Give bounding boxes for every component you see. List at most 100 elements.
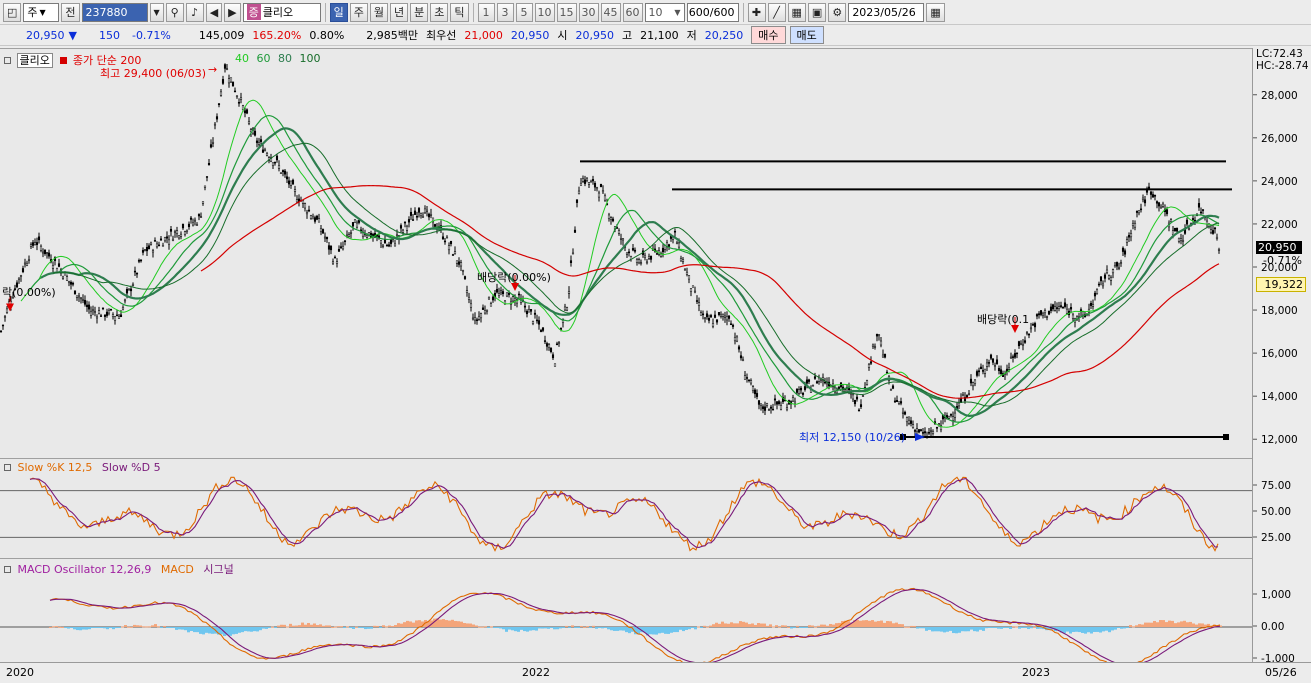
candle-body <box>715 319 719 323</box>
stochastic-pane[interactable]: Slow %K 12,5 Slow %D 5 <box>0 458 1252 558</box>
macd-osc-bar <box>811 625 814 627</box>
candle-body <box>1093 292 1097 297</box>
stoch-legend: Slow %K 12,5 Slow %D 5 <box>4 461 161 474</box>
calendar-icon[interactable]: ▦ <box>926 2 945 22</box>
candle-body <box>203 185 207 188</box>
stoch-k-line <box>29 476 1219 552</box>
candle-body <box>737 346 741 350</box>
search-icon[interactable]: ⚲ <box>165 2 184 22</box>
macd-osc-bar <box>670 627 673 633</box>
macd-osc-bar <box>955 627 958 634</box>
candle-body <box>309 215 313 220</box>
draw-tool-icon[interactable]: ╱ <box>767 2 786 22</box>
macd-osc-bar <box>1168 620 1171 627</box>
interval-input[interactable]: 10 ▼ <box>644 2 685 22</box>
macd-osc-bar <box>889 621 892 627</box>
candle-body <box>897 401 901 404</box>
interval-60[interactable]: 60 <box>622 2 643 22</box>
macd-osc-bar <box>712 624 715 627</box>
macd-osc-bar <box>1198 623 1201 627</box>
candle-body <box>495 289 499 293</box>
candle-body <box>181 223 185 229</box>
chart-type-icon[interactable]: ▦ <box>787 2 806 22</box>
stochastic-svg <box>0 476 1252 552</box>
best-bid-label: 최우선 <box>426 29 457 42</box>
type-select[interactable]: 주 ▼ <box>23 2 60 22</box>
interval-1[interactable]: 1 <box>477 2 495 22</box>
macd-osc-bar <box>886 621 889 627</box>
stock-code-input[interactable]: 237880 <box>81 2 148 22</box>
candle-body <box>1171 230 1175 236</box>
candle-body <box>713 314 717 318</box>
price-axis[interactable]: 28,000 26,000 24,000 22,000 20,000 18,000 16,0… <box>1252 48 1311 665</box>
candle-body <box>189 217 193 220</box>
low-price: 20,250 <box>704 28 744 42</box>
stock-name-field[interactable]: 증 클리오 <box>242 2 321 22</box>
pane-menu-icon[interactable] <box>4 57 11 64</box>
interval-30[interactable]: 30 <box>578 2 599 22</box>
candle-body <box>259 139 263 142</box>
code-dropdown-icon[interactable]: ▼ <box>149 2 164 22</box>
macd-osc-bar <box>112 627 115 630</box>
interval-15[interactable]: 15 <box>556 2 577 22</box>
candle-body <box>767 409 771 411</box>
candle-body <box>1015 352 1019 355</box>
candle-body <box>447 245 451 251</box>
period-tab-minute[interactable]: 분 <box>410 2 429 22</box>
period-tab-tick[interactable]: 틱 <box>450 2 469 22</box>
candle-body <box>1177 237 1181 242</box>
candle-body <box>321 229 325 234</box>
macd-pane[interactable]: MACD Oscillator 12,26,9 MACD 시그널 <box>0 558 1252 667</box>
macd-osc-bar <box>334 626 337 628</box>
pane-menu-icon[interactable] <box>4 566 11 573</box>
sell-button[interactable]: 매도 <box>789 26 824 44</box>
sound-icon[interactable]: ♪ <box>185 2 204 22</box>
period-tab-year[interactable]: 년 <box>390 2 409 22</box>
interval-3[interactable]: 3 <box>496 2 514 22</box>
candle-body <box>819 379 823 381</box>
macd-osc-bar <box>319 624 322 627</box>
macd-osc-bar <box>346 626 349 628</box>
candle-body <box>1111 269 1115 274</box>
next-stock-icon[interactable]: ▶ <box>224 2 241 22</box>
candle-body <box>11 296 15 299</box>
candle-body <box>489 303 493 307</box>
prev-button[interactable]: 전 <box>61 2 80 22</box>
period-tab-month[interactable]: 월 <box>369 2 388 22</box>
stoch-d-label: Slow %D 5 <box>101 461 161 474</box>
interval-45[interactable]: 45 <box>600 2 621 22</box>
pane-menu-icon[interactable] <box>4 464 11 471</box>
count-display[interactable]: 600/600 <box>686 2 739 22</box>
macd-osc-label: MACD Oscillator 12,26,9 <box>17 563 152 576</box>
price-chart-pane[interactable]: 클리오 종가 단순 200 40 60 80 100 최고 29,400 (06… <box>0 48 1252 458</box>
period-tab-second[interactable]: 초 <box>430 2 449 22</box>
prev-stock-icon[interactable]: ◀ <box>205 2 223 22</box>
candle-body <box>449 240 453 245</box>
candle-body <box>501 291 505 294</box>
macd-osc-bar <box>748 624 751 627</box>
candle-body <box>923 431 927 434</box>
gear-icon[interactable]: ⚙ <box>828 2 847 22</box>
date-input[interactable]: 2023/05/26 <box>848 2 925 22</box>
buy-button[interactable]: 매수 <box>751 26 786 44</box>
macd-osc-bar <box>997 627 1000 629</box>
candle-body <box>1123 250 1127 255</box>
candle-body <box>1115 262 1119 267</box>
macd-osc-bar <box>1111 627 1114 631</box>
interval-5[interactable]: 5 <box>515 2 533 22</box>
interval-10[interactable]: 10 <box>534 2 555 22</box>
candle-body <box>915 428 919 432</box>
macd-osc-bar <box>355 626 358 628</box>
axis-tick-label: 16,000 <box>1261 348 1298 360</box>
layout-icon[interactable]: ◰ <box>3 2 22 22</box>
crosshair-icon[interactable]: ✚ <box>747 2 766 22</box>
candle-body <box>631 248 635 251</box>
macd-osc-bar <box>919 627 922 629</box>
macd-osc-bar <box>904 626 907 628</box>
candle-body <box>1055 307 1059 309</box>
period-tab-week[interactable]: 주 <box>349 2 368 22</box>
macd-osc-bar <box>967 627 970 632</box>
candle-body <box>47 252 51 257</box>
save-icon[interactable]: ▣ <box>807 2 827 22</box>
period-tab-day[interactable]: 일 <box>329 2 348 22</box>
